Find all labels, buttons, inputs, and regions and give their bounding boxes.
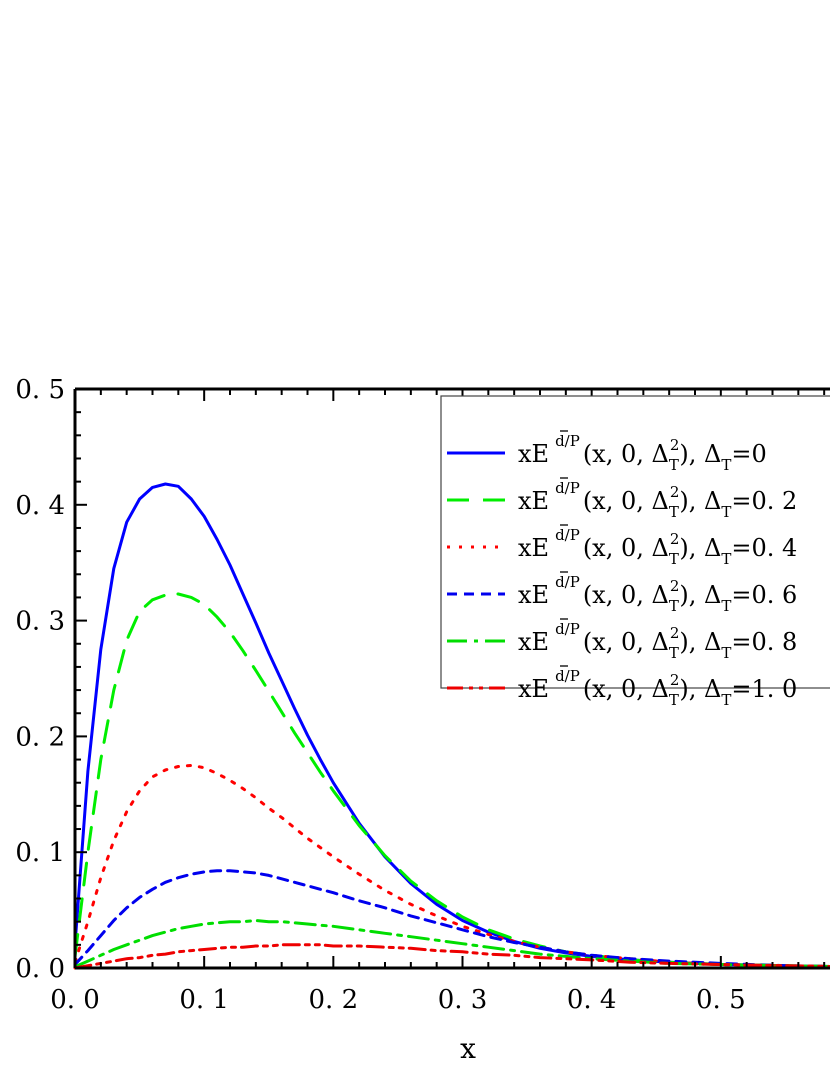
series-line-6 — [73, 943, 830, 970]
series-line-4 — [73, 869, 830, 968]
series-line-5 — [73, 919, 830, 969]
y-tick-label: 0. 1 — [15, 838, 65, 868]
x-tick-label: 0. 4 — [567, 985, 617, 1015]
x-tick-label: 0. 0 — [50, 985, 100, 1015]
axes: 0. 0 0. 1 0. 2 0. 3 0. 4 0. 5 0. 0 0. 1 0. 2 0. 3… — [15, 375, 830, 1015]
plot-area — [73, 482, 830, 970]
x-axis-title: x — [460, 1032, 476, 1065]
series-line-3 — [73, 763, 830, 968]
y-tick-label: 0. 2 — [15, 722, 65, 752]
legend-label-5: xE d/P (x, 0, ΔT2), ΔT=0. 8 — [518, 620, 797, 662]
legend-label-3: xE d/P (x, 0, ΔT2), ΔT=0. 4 — [518, 526, 797, 568]
y-tick-label: 0. 0 — [15, 954, 65, 984]
y-tick-label: 0. 4 — [15, 491, 65, 521]
legend: xE d/P (x, 0, ΔT2), ΔT=0 xE d/P (x, 0, ΔT2), … — [440, 395, 830, 709]
x-tick-label: 0. 3 — [438, 985, 488, 1015]
y-tick-label: 0. 3 — [15, 607, 65, 637]
legend-label-1: xE d/P (x, 0, ΔT2), ΔT=0 — [518, 432, 767, 474]
legend-label-4: xE d/P (x, 0, ΔT2), ΔT=0. 6 — [518, 573, 797, 615]
x-tick-label: 0. 2 — [309, 985, 359, 1015]
legend-label-6: xE d/P (x, 0, ΔT2), ΔT=1. 0 — [518, 667, 797, 709]
x-tick-label: 0. 5 — [696, 985, 746, 1015]
x-tick-label: 0. 1 — [179, 985, 229, 1015]
legend-box — [440, 395, 830, 689]
legend-label-2: xE d/P (x, 0, ΔT2), ΔT=0. 2 — [518, 479, 797, 521]
y-tick-label: 0. 5 — [15, 375, 65, 405]
